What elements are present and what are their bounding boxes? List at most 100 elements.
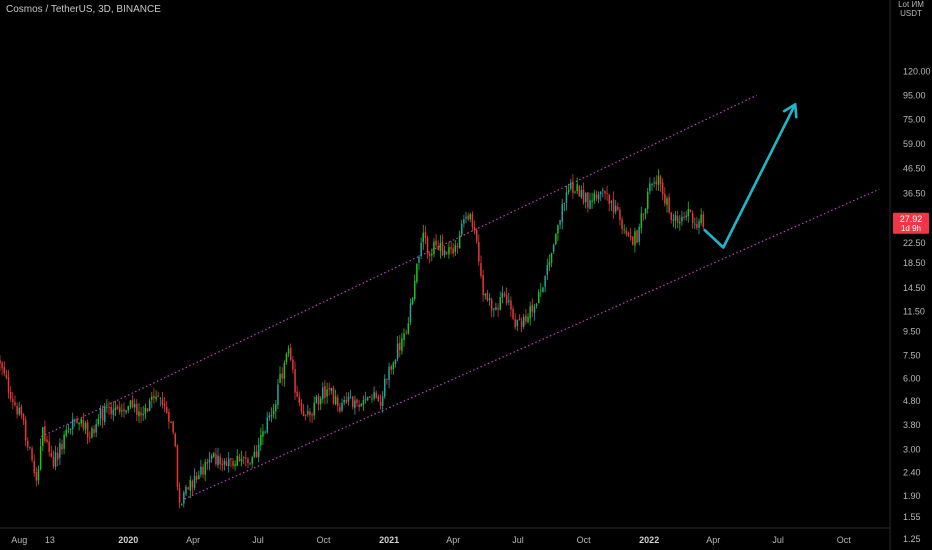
candle-body bbox=[461, 223, 463, 235]
candle-body bbox=[339, 406, 341, 412]
candle-body bbox=[97, 418, 100, 425]
candlestick-series bbox=[0, 169, 705, 509]
candle-body bbox=[570, 182, 572, 189]
candle-body bbox=[283, 362, 286, 379]
price-tick-label: 22.50 bbox=[903, 238, 926, 248]
candle-body bbox=[403, 333, 405, 340]
candle-body bbox=[384, 378, 386, 397]
candle-body bbox=[215, 454, 217, 465]
price-axis[interactable]: Lot ИМ USDT 1.031.251.551.902.403.003.80… bbox=[898, 0, 930, 550]
candle-body bbox=[33, 461, 35, 473]
candle-body bbox=[672, 219, 675, 221]
candle-body bbox=[525, 315, 527, 322]
candle-body bbox=[264, 431, 266, 433]
candle-body bbox=[401, 338, 403, 352]
candle-body bbox=[129, 400, 132, 408]
candle-body bbox=[352, 396, 354, 407]
channel-lower-line[interactable] bbox=[184, 188, 880, 500]
candle-body bbox=[285, 353, 288, 362]
candle-body bbox=[86, 422, 89, 438]
candle-body bbox=[458, 235, 461, 249]
candle-body bbox=[642, 213, 645, 215]
channel-upper-line[interactable] bbox=[41, 94, 757, 438]
candle-body bbox=[431, 253, 433, 256]
price-tick-label: 1.25 bbox=[903, 534, 921, 544]
time-tick-label: Jul bbox=[772, 535, 784, 545]
candle-body bbox=[140, 412, 142, 416]
candle-body bbox=[332, 387, 335, 404]
candle-body bbox=[632, 236, 634, 245]
candle-body bbox=[441, 242, 444, 256]
symbol-title[interactable]: Cosmos / TetherUS, 3D, BINANCE bbox=[6, 4, 161, 15]
candle-body bbox=[623, 229, 625, 231]
time-tick-label: Apr bbox=[446, 535, 460, 545]
candle-body bbox=[138, 411, 140, 417]
price-tick-label: 46.50 bbox=[903, 164, 926, 174]
candle-body bbox=[529, 306, 531, 319]
time-axis[interactable]: Aug 13 2020 Apr Jul Oct 2021 Apr Jul Oct 2022 Apr Ju… bbox=[11, 535, 851, 545]
candle-body bbox=[510, 300, 512, 310]
candle-body bbox=[557, 225, 559, 234]
candle-body bbox=[313, 402, 315, 416]
candle-body bbox=[187, 487, 189, 490]
candle-body bbox=[114, 407, 117, 411]
candle-body bbox=[505, 295, 508, 304]
candle-body bbox=[110, 406, 112, 414]
candle-body bbox=[14, 402, 16, 406]
candle-body bbox=[221, 463, 224, 466]
candle-body bbox=[490, 299, 493, 311]
candle-body bbox=[424, 232, 427, 238]
time-tick-label: 2022 bbox=[639, 535, 659, 545]
candle-body bbox=[484, 293, 486, 296]
candle-body bbox=[674, 215, 677, 221]
candle-body bbox=[478, 241, 480, 262]
candle-body bbox=[266, 417, 268, 433]
price-tick-label: 6.00 bbox=[903, 373, 921, 383]
candle-body bbox=[373, 391, 375, 399]
candle-body bbox=[131, 400, 134, 408]
candle-body bbox=[567, 189, 570, 193]
candle-body bbox=[208, 459, 211, 463]
candle-body bbox=[185, 487, 187, 494]
forecast-arrow-path[interactable] bbox=[703, 103, 797, 249]
candle-body bbox=[634, 231, 636, 246]
candle-body bbox=[69, 429, 72, 430]
candle-body bbox=[476, 229, 478, 242]
candle-body bbox=[48, 441, 50, 452]
candle-body bbox=[311, 414, 313, 416]
candle-body bbox=[409, 303, 412, 322]
candle-body bbox=[538, 292, 540, 304]
candle-body bbox=[174, 433, 176, 447]
candle-body bbox=[309, 411, 311, 416]
candle-body bbox=[599, 192, 602, 195]
price-tick-label: 18.50 bbox=[903, 258, 926, 268]
candle-body bbox=[50, 453, 53, 457]
candle-body bbox=[337, 397, 339, 406]
candle-body bbox=[407, 323, 410, 334]
candle-body bbox=[405, 331, 407, 333]
price-tick-label: 4.80 bbox=[903, 396, 921, 406]
candle-body bbox=[234, 464, 236, 467]
candle-body bbox=[349, 397, 352, 399]
price-tick-label: 36.50 bbox=[903, 188, 926, 198]
candle-body bbox=[644, 208, 647, 214]
candle-body bbox=[420, 242, 422, 256]
candle-body bbox=[287, 348, 290, 354]
chart-header: Cosmos / TetherUS, 3D, BINANCE bbox=[6, 4, 161, 15]
price-tick-label: 120.00 bbox=[903, 66, 931, 76]
candle-body bbox=[317, 396, 320, 405]
candle-body bbox=[91, 428, 93, 438]
candle-body bbox=[181, 504, 183, 505]
candle-body bbox=[345, 399, 348, 403]
last-price-label: 27.92 bbox=[900, 214, 923, 224]
candle-body bbox=[636, 230, 638, 243]
candle-body bbox=[621, 219, 623, 230]
candle-body bbox=[304, 414, 307, 416]
candle-body bbox=[99, 408, 102, 419]
time-tick-label: Aug bbox=[11, 535, 27, 545]
candle-body bbox=[16, 405, 18, 415]
price-tick-label: 7.50 bbox=[903, 351, 921, 361]
candle-body bbox=[381, 396, 384, 406]
candle-body bbox=[202, 466, 204, 475]
